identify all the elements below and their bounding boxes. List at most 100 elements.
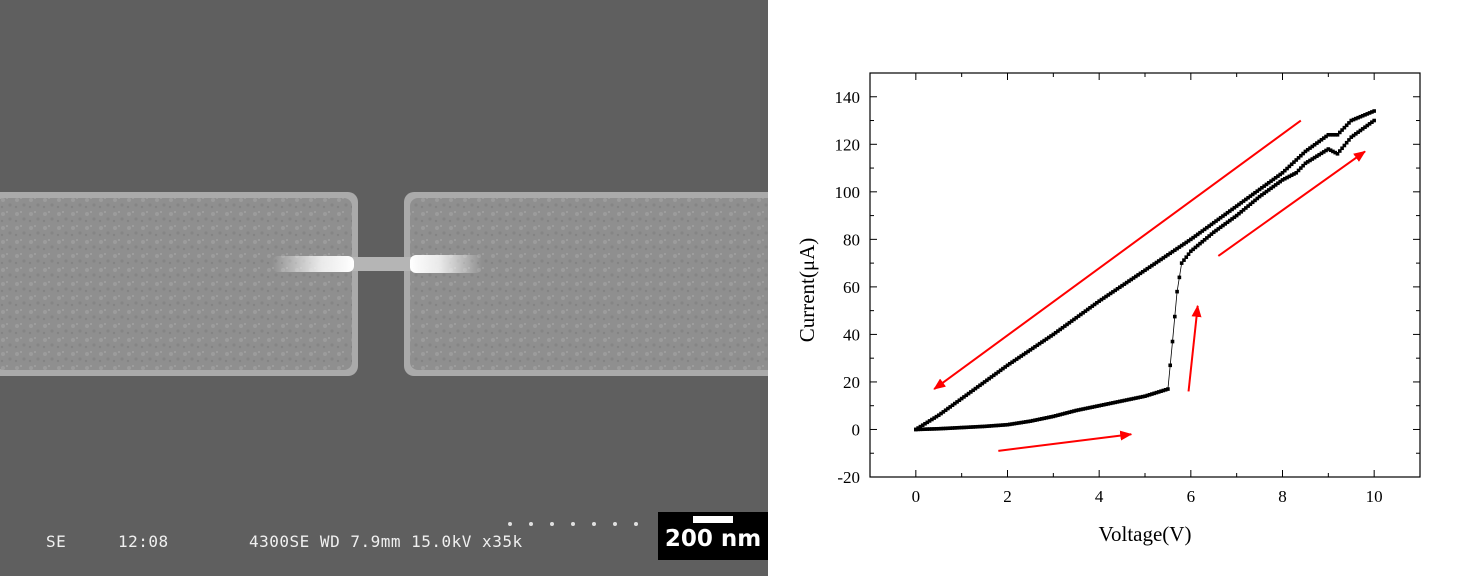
data-point	[1161, 388, 1166, 393]
data-point	[1312, 142, 1317, 147]
data-point	[1186, 239, 1191, 243]
data-point	[1175, 246, 1179, 251]
data-point	[1090, 405, 1095, 409]
data-point	[1331, 132, 1335, 137]
data-point	[1145, 266, 1150, 271]
data-point	[1051, 414, 1056, 419]
data-point	[1024, 420, 1028, 424]
data-point	[1333, 132, 1338, 137]
x-tick-label: 4	[1095, 487, 1104, 506]
data-point	[1331, 149, 1335, 154]
sem-params-label: 4300SE WD 7.9mm 15.0kV x35k	[249, 532, 523, 551]
data-point	[1172, 314, 1177, 319]
y-tick-label: 60	[843, 278, 860, 297]
data-point	[1113, 400, 1118, 405]
data-point	[1152, 391, 1156, 396]
data-point	[975, 385, 980, 389]
data-point	[1351, 117, 1356, 122]
data-point	[1177, 245, 1182, 249]
data-point	[1356, 130, 1360, 134]
data-point	[1209, 222, 1214, 227]
sem-mode-label: SE	[46, 532, 67, 551]
data-point	[923, 421, 927, 426]
x-tick-label: 10	[1366, 487, 1383, 506]
data-point	[1198, 230, 1202, 235]
data-point	[1085, 406, 1090, 410]
data-point	[1140, 269, 1145, 274]
data-point	[1021, 352, 1026, 357]
data-point	[1285, 175, 1289, 180]
data-point	[1230, 207, 1234, 212]
data-point	[1271, 177, 1276, 182]
data-point	[1127, 397, 1131, 402]
data-point	[1276, 174, 1280, 178]
data-point	[957, 425, 962, 430]
data-point	[1363, 113, 1367, 117]
data-point	[1303, 161, 1308, 166]
data-point	[1120, 399, 1124, 403]
data-point	[1095, 301, 1099, 305]
data-point	[1163, 387, 1168, 392]
data-point	[1335, 152, 1340, 156]
data-point	[1354, 132, 1358, 136]
data-point	[920, 427, 925, 432]
data-point	[957, 398, 962, 403]
data-point	[1207, 224, 1211, 228]
data-point	[1200, 229, 1205, 233]
data-point	[1198, 241, 1202, 246]
data-point	[1072, 317, 1076, 322]
data-point	[1282, 176, 1287, 181]
data-point	[1340, 128, 1344, 132]
data-point	[1083, 309, 1088, 313]
data-point	[1264, 189, 1269, 194]
x-tick-label: 0	[912, 487, 921, 506]
data-point	[936, 426, 941, 431]
y-tick-label: 80	[843, 230, 860, 249]
data-point	[950, 426, 955, 430]
data-point	[966, 425, 971, 430]
data-point	[934, 427, 939, 431]
data-point	[1234, 204, 1239, 208]
data-point	[946, 426, 950, 431]
data-point	[1324, 148, 1328, 153]
data-point	[1117, 399, 1122, 404]
contact-glow-left	[272, 256, 354, 272]
data-point	[1221, 223, 1225, 228]
data-point	[1127, 279, 1131, 283]
data-point	[1241, 199, 1246, 203]
data-point	[1042, 338, 1046, 343]
data-point	[1104, 294, 1108, 299]
data-point	[1030, 346, 1035, 351]
sem-image	[0, 192, 768, 526]
data-point	[1001, 423, 1005, 427]
data-point	[952, 426, 957, 430]
data-point	[1315, 141, 1319, 145]
data-point	[923, 427, 927, 431]
data-point	[1195, 232, 1200, 237]
data-point	[1184, 240, 1189, 245]
data-point	[1347, 121, 1351, 125]
data-point	[1122, 282, 1127, 286]
data-point	[1010, 422, 1014, 426]
data-point	[1216, 217, 1221, 222]
data-point	[939, 426, 943, 431]
data-point	[1067, 410, 1072, 415]
data-point	[1088, 305, 1092, 310]
data-point	[943, 426, 948, 431]
data-point	[1042, 416, 1046, 421]
data-point	[932, 427, 936, 431]
data-point	[1179, 243, 1184, 248]
y-tick-label: 0	[852, 420, 861, 439]
data-point	[1356, 115, 1360, 120]
sem-micrograph: SE 12:08 4300SE WD 7.9mm 15.0kV x35k 200…	[0, 0, 768, 576]
data-point	[1106, 402, 1111, 406]
data-point	[1179, 261, 1184, 265]
data-point	[1372, 118, 1376, 123]
data-point	[1292, 172, 1296, 176]
data-point	[925, 427, 930, 431]
scale-bar	[693, 516, 733, 523]
data-point	[1140, 394, 1145, 399]
data-point	[1076, 314, 1081, 318]
data-point	[1003, 423, 1008, 427]
data-point	[994, 371, 998, 376]
